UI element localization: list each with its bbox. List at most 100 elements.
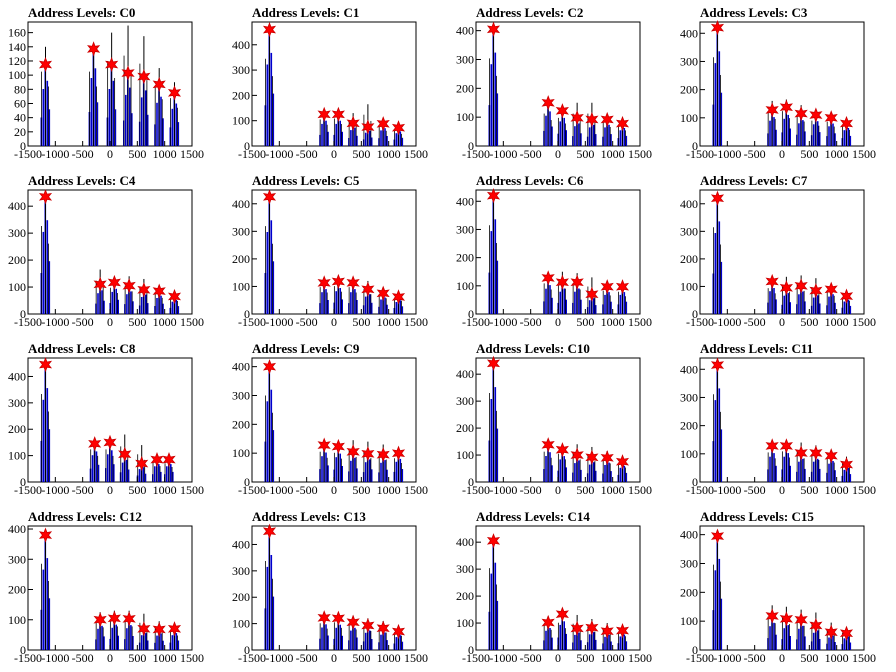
histogram-bar: [849, 642, 852, 650]
histogram-bar: [154, 466, 156, 482]
histogram-bar: [166, 466, 168, 482]
histogram-bar: [171, 635, 174, 650]
x-tick-label: -1000: [265, 651, 293, 665]
chart-panel: Address Levels: C13 0 100 200 300 400 -1500 -10…: [224, 504, 448, 672]
histogram-bar: [125, 94, 127, 146]
histogram-bar: [834, 133, 836, 146]
histogram-bar: [818, 132, 821, 146]
histogram-bar: [847, 636, 850, 650]
histogram-bar: [565, 130, 567, 146]
peak-marker: [152, 76, 166, 93]
y-tick-label: 200: [8, 253, 26, 267]
histogram-bar: [625, 641, 628, 650]
histogram-bar: [592, 632, 595, 650]
y-tick-label: 0: [20, 307, 26, 321]
histogram-bar: [588, 127, 591, 146]
y-tick-label: 400: [456, 535, 474, 549]
peak-marker: [555, 606, 569, 622]
histogram-bar: [341, 466, 343, 482]
y-tick-label: 300: [232, 224, 250, 238]
x-tick-label: 1500: [404, 651, 428, 665]
x-tick-label: 1500: [628, 315, 652, 329]
histogram-bar: [162, 640, 164, 650]
histogram-bar: [563, 456, 565, 482]
histogram-bar: [91, 455, 94, 482]
histogram-bar: [350, 130, 352, 146]
histogram-bar: [171, 108, 174, 146]
histogram-bar: [798, 123, 800, 146]
peak-marker: [331, 273, 345, 290]
y-tick-label: 100: [232, 114, 250, 128]
peak-marker: [824, 448, 838, 464]
y-tick-label: 100: [680, 279, 698, 293]
chart-svg: 0 100 200 300 400 -1500 -1000 -500 0 500 1000 1500: [456, 525, 652, 665]
histogram-bar: [578, 460, 580, 482]
histogram-bar: [321, 456, 323, 482]
peak-marker: [615, 115, 630, 132]
peak-marker: [710, 190, 725, 206]
y-tick-label: 100: [8, 280, 26, 294]
peak-marker: [710, 357, 725, 373]
peak-marker: [317, 437, 331, 453]
histogram-bar: [175, 103, 178, 146]
histogram-bar: [130, 291, 132, 314]
histogram-bar: [140, 297, 143, 314]
y-tick-label: 200: [456, 421, 474, 435]
y-tick-label: 0: [20, 139, 26, 153]
y-tick-label: 200: [232, 252, 250, 266]
histogram-bar: [132, 636, 134, 650]
y-tick-label: 200: [232, 590, 250, 604]
histogram-bar: [619, 130, 622, 146]
x-tick-label: 1500: [852, 147, 876, 161]
x-tick-label: -1000: [265, 483, 293, 497]
x-tick-label: -500: [296, 483, 318, 497]
histogram-bar: [46, 388, 49, 482]
histogram-bar: [816, 295, 819, 314]
histogram-bar: [559, 624, 561, 650]
x-tick-label: 0: [107, 651, 113, 665]
histogram-bar: [364, 132, 367, 146]
histogram-bar: [714, 63, 717, 146]
chart-title: Address Levels: C0: [28, 5, 136, 20]
histogram-bar: [604, 636, 606, 650]
histogram-bar: [272, 261, 275, 314]
histogram-bar: [619, 467, 622, 482]
histogram-bar: [578, 632, 580, 650]
histogram-bar: [834, 642, 836, 650]
histogram-bar: [270, 52, 273, 146]
histogram-bar: [384, 460, 386, 482]
peak-marker: [809, 445, 823, 461]
histogram-bar: [610, 471, 612, 482]
histogram-bar: [266, 64, 269, 146]
histogram-bar: [111, 627, 113, 650]
histogram-bar: [401, 137, 404, 146]
x-tick-label: 0: [107, 483, 113, 497]
histogram-bar: [816, 630, 819, 650]
histogram-bar: [549, 285, 551, 314]
x-tick-label: -1500: [462, 651, 490, 665]
chart-svg: 0 100 200 300 400 -1500 -1000 -500 0 500 1000 1500: [8, 522, 204, 665]
x-tick-label: 1000: [377, 315, 401, 329]
y-tick-label: 400: [232, 360, 250, 374]
y-tick-label: 0: [468, 307, 474, 321]
histogram-bar: [380, 130, 382, 146]
histogram-bar: [608, 634, 610, 650]
x-tick-label: 1000: [825, 651, 849, 665]
chart-svg: 0 100 200 300 400 -1500 -1000 -500 0 500 1000 1500: [456, 187, 652, 329]
chart-title: Address Levels: C13: [252, 509, 366, 524]
peak-marker: [162, 451, 176, 468]
peak-marker: [765, 102, 779, 118]
peak-marker: [152, 621, 166, 638]
histogram-bar: [386, 469, 388, 482]
peak-marker: [839, 456, 854, 473]
histogram-bar: [339, 288, 341, 314]
peak-marker: [122, 611, 136, 627]
histogram-bar: [335, 291, 337, 314]
histogram-bar: [350, 292, 352, 314]
x-tick-label: 500: [800, 147, 818, 161]
histogram-bar: [321, 627, 323, 650]
x-tick-label: -500: [520, 483, 542, 497]
peak-marker: [331, 438, 345, 455]
histogram-bar: [395, 637, 398, 650]
x-tick-label: 1000: [153, 651, 177, 665]
